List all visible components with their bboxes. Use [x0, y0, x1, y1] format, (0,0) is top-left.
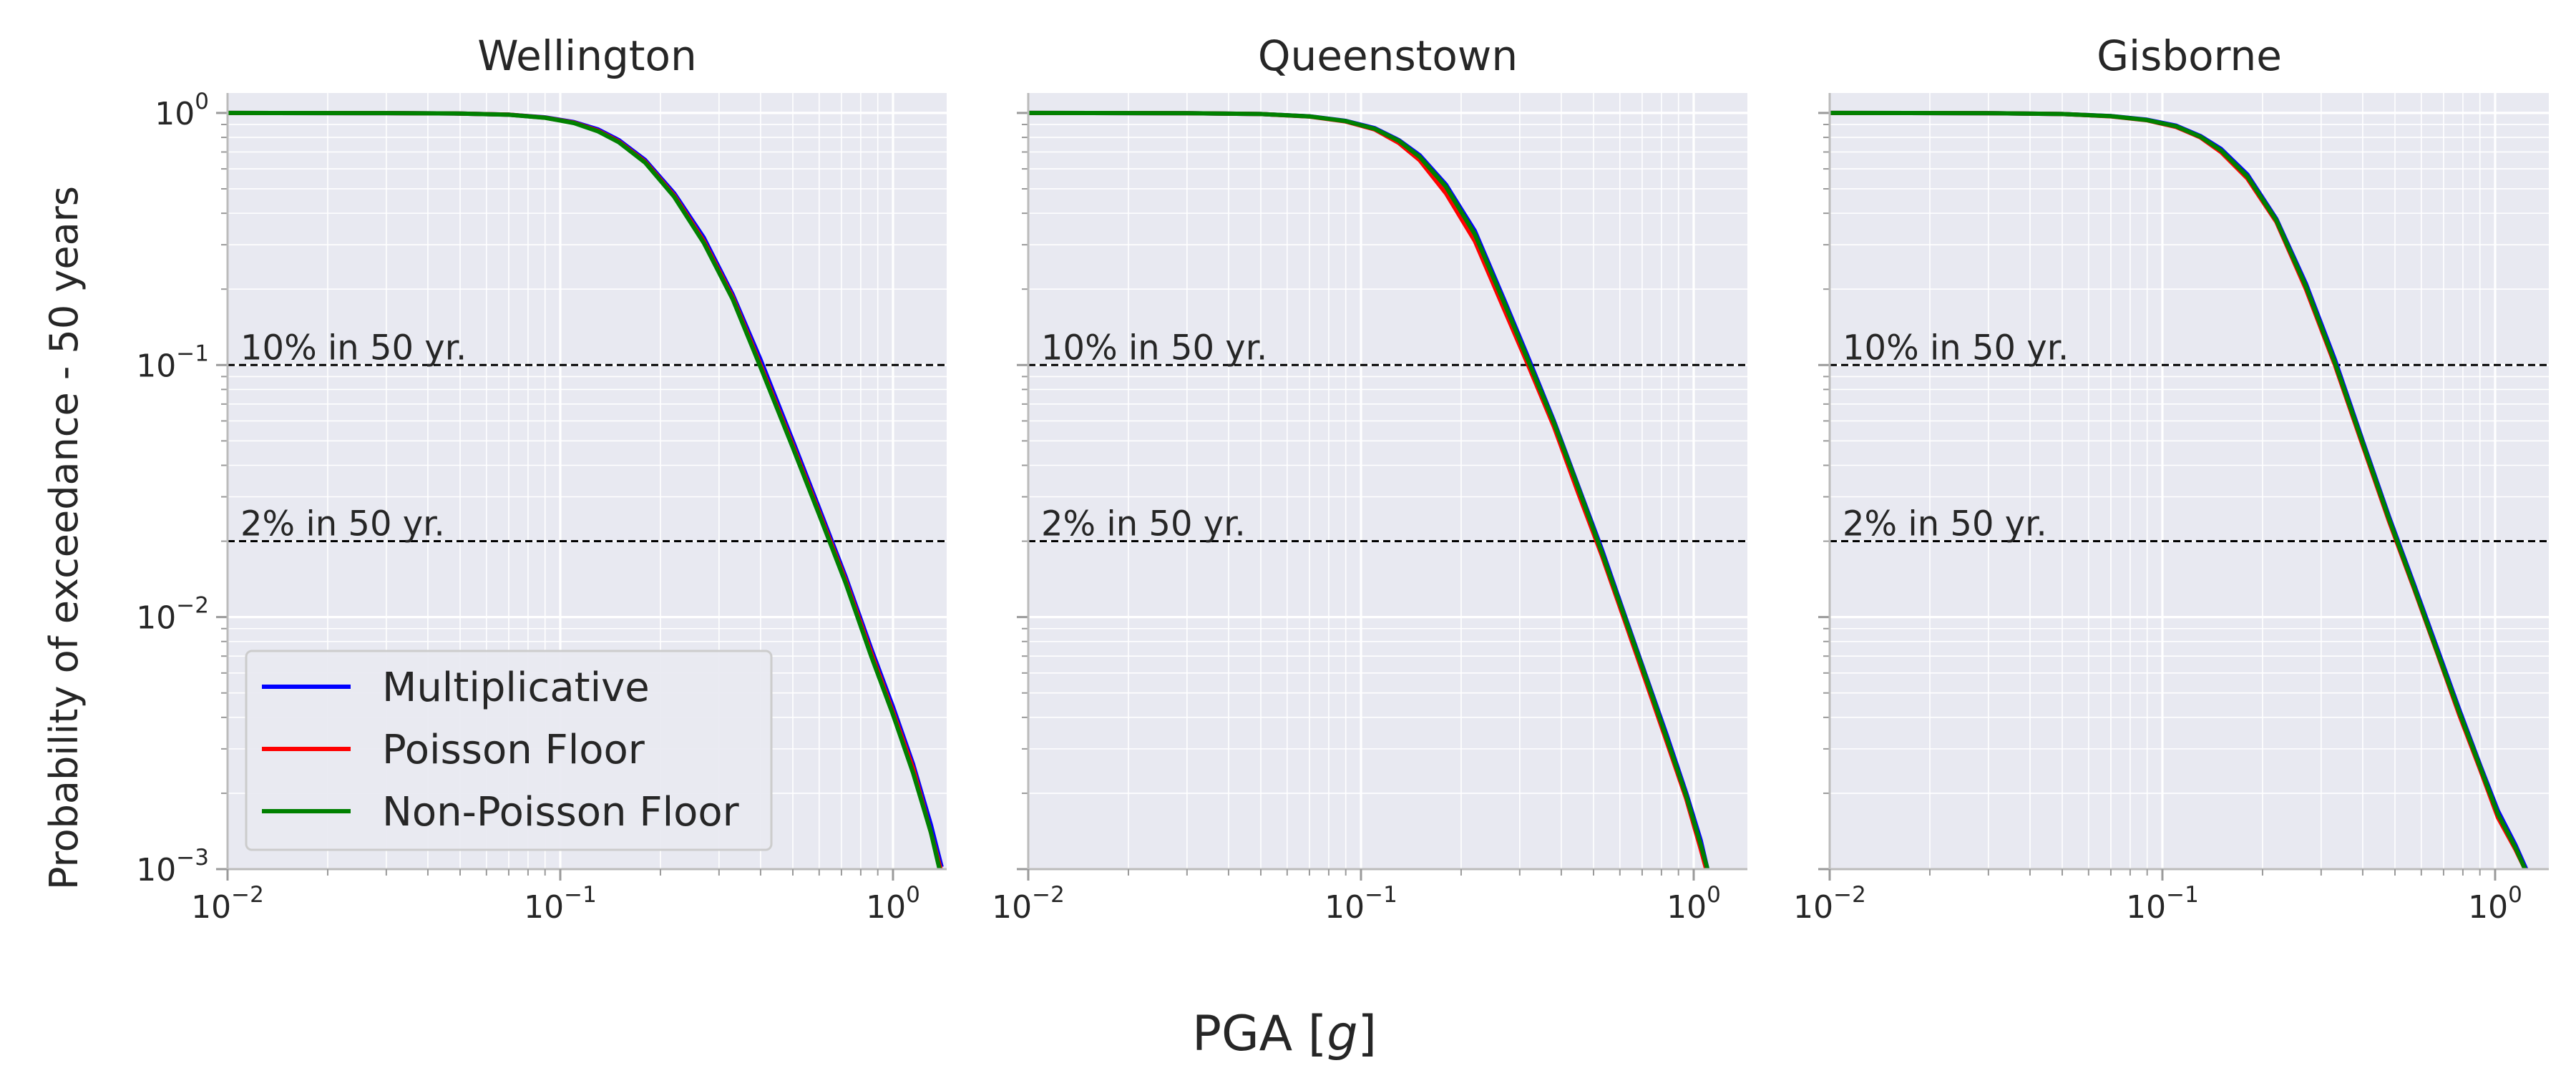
x-tick-label: 10−1	[1324, 882, 1397, 926]
series-line-non-poisson-floor	[228, 110, 942, 869]
plot-area	[1830, 93, 2549, 869]
legend: Multiplicative Poisson Floor Non-Poisson F…	[245, 650, 773, 851]
legend-label: Poisson Floor	[382, 727, 645, 773]
series-group	[1830, 110, 2529, 869]
series-group	[1028, 110, 1710, 869]
reference-line-label: 2% in 50 yr.	[240, 504, 445, 544]
y-axis	[1818, 93, 1831, 871]
grid	[1830, 93, 2549, 869]
y-tick-label: 100	[155, 89, 209, 132]
y-axis	[1017, 93, 1030, 871]
y-axis: 100 10−1 10−2 10−3	[136, 89, 229, 888]
series-line-non-poisson-floor	[1028, 110, 1710, 869]
y-tick-label: 10−2	[136, 593, 209, 637]
x-tick-label: 100	[866, 882, 920, 926]
x-tick-label: 100	[1667, 882, 1721, 926]
x-tick-label: 100	[2468, 882, 2522, 926]
reference-line-label: 2% in 50 yr.	[1041, 504, 1246, 544]
x-axis: 10−2 10−1 100	[992, 868, 1747, 926]
x-axis: 10−2 10−1 100	[191, 868, 947, 926]
x-axis: 10−2 10−1 100	[1793, 868, 2549, 926]
reference-line-label: 10% in 50 yr.	[1041, 328, 1267, 368]
legend-label: Non-Poisson Floor	[382, 789, 740, 836]
legend-label: Multiplicative	[382, 665, 650, 711]
y-tick-label: 10−1	[136, 340, 209, 384]
panel-queenstown: 10% in 50 yr. 2% in 50 yr. 10−2 10−1 100 Quee…	[992, 31, 1747, 926]
y-tick-label: 10−3	[136, 845, 209, 888]
reference-line-label: 2% in 50 yr.	[1843, 504, 2047, 544]
series-line-non-poisson-floor	[1830, 110, 2527, 869]
panel-title: Wellington	[477, 31, 697, 80]
grid	[1028, 93, 1747, 869]
series-group	[228, 110, 944, 869]
legend-box	[245, 650, 773, 851]
panel-gisborne: 10% in 50 yr. 2% in 50 yr. 10−2 10−1 100 Gisb…	[1793, 31, 2549, 926]
x-axis-label: PGA [g]	[1192, 1006, 1377, 1062]
y-axis-label: Probability of exceedance - 50 years	[42, 186, 87, 890]
x-tick-label: 10−2	[1793, 882, 1866, 926]
x-tick-label: 10−2	[191, 882, 264, 926]
chart-panels: 10% in 50 yr.2% in 50 yr.10−2 10−1 1001001…	[136, 31, 2549, 926]
x-tick-label: 10−1	[524, 882, 597, 926]
x-tick-label: 10−2	[992, 882, 1065, 926]
plot-area	[1028, 93, 1747, 869]
reference-line-label: 10% in 50 yr.	[240, 328, 467, 368]
reference-line-label: 10% in 50 yr.	[1843, 328, 2069, 368]
panel-title: Gisborne	[2097, 31, 2282, 80]
panel-title: Queenstown	[1258, 31, 1518, 80]
x-tick-label: 10−1	[2126, 882, 2199, 926]
